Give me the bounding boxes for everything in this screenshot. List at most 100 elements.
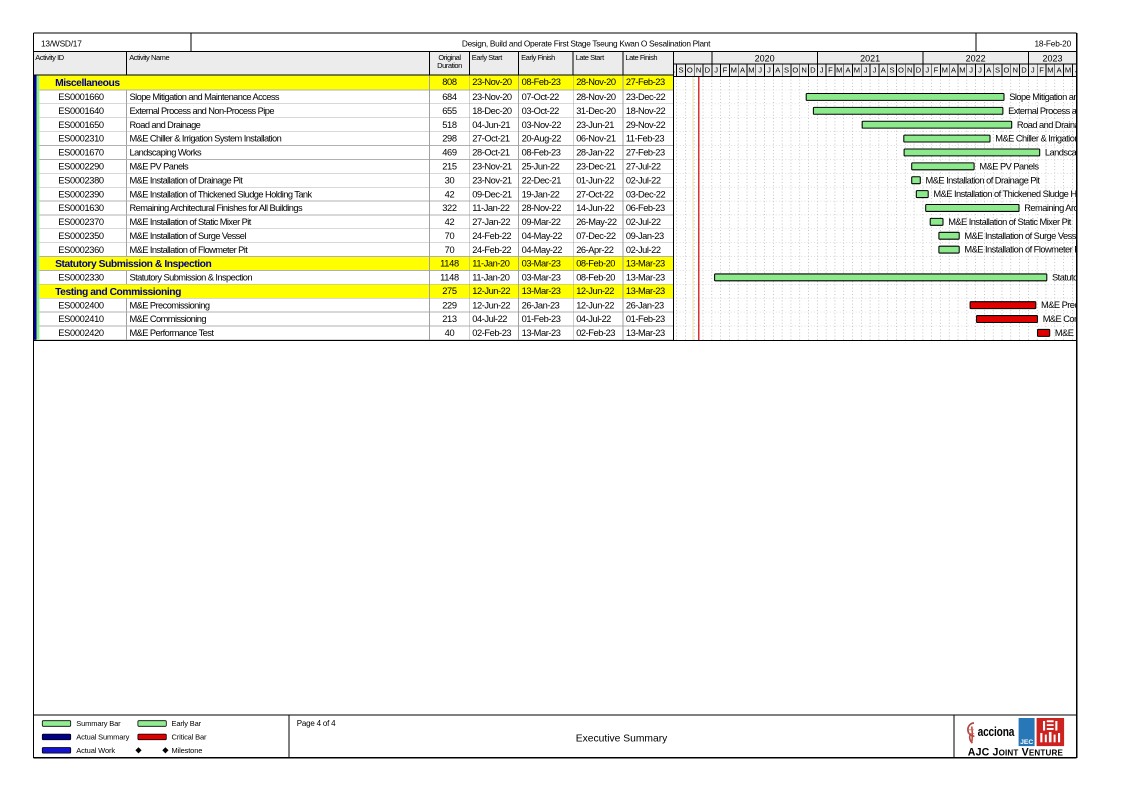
svg-text:42: 42 xyxy=(445,217,455,227)
svg-text:M&E Installation of Thickened: M&E Installation of Thickened Sludge Hol… xyxy=(933,189,1118,199)
svg-text:Slope Mitigation and Maintenan: Slope Mitigation and Maintenance Access xyxy=(1009,92,1134,102)
svg-text:J: J xyxy=(1075,66,1079,75)
svg-text:A: A xyxy=(881,66,887,75)
svg-text:298: 298 xyxy=(442,134,457,144)
svg-text:13-Mar-23: 13-Mar-23 xyxy=(626,273,665,283)
svg-text:13/WSD/17: 13/WSD/17 xyxy=(41,38,82,48)
svg-text:213: 213 xyxy=(442,314,457,324)
svg-text:F: F xyxy=(723,66,728,75)
svg-text:M&E Performance Test: M&E Performance Test xyxy=(1055,328,1134,338)
svg-text:275: 275 xyxy=(442,286,457,296)
svg-text:JEC: JEC xyxy=(1020,739,1033,746)
svg-text:N: N xyxy=(696,66,701,75)
svg-text:M&E Chiller & Irrigation Syste: M&E Chiller & Irrigation System Installa… xyxy=(995,134,1134,144)
svg-text:42: 42 xyxy=(445,189,455,199)
svg-text:ES0002410: ES0002410 xyxy=(58,314,104,324)
svg-text:24-Feb-22: 24-Feb-22 xyxy=(472,245,511,255)
svg-text:Duration: Duration xyxy=(437,61,462,70)
svg-text:ES0001660: ES0001660 xyxy=(58,92,104,102)
svg-text:O: O xyxy=(898,66,904,75)
svg-text:31-Dec-20: 31-Dec-20 xyxy=(576,106,616,116)
svg-text:03-Nov-22: 03-Nov-22 xyxy=(522,120,562,130)
svg-text:26-Jan-23: 26-Jan-23 xyxy=(626,300,664,310)
svg-text:External Process and Non-Proce: External Process and Non-Process Pipe xyxy=(130,106,275,116)
svg-text:2022: 2022 xyxy=(966,53,986,63)
svg-text:Statutory Submission & Inspect: Statutory Submission & Inspection xyxy=(130,273,253,283)
svg-text:J: J xyxy=(873,66,877,75)
svg-text:322: 322 xyxy=(442,203,457,213)
svg-text:Remaining Architectural Finish: Remaining Architectural Finishes for All… xyxy=(130,203,303,213)
svg-text:M&E Precomissioning: M&E Precomissioning xyxy=(1041,300,1122,310)
svg-text:N: N xyxy=(801,66,806,75)
svg-text:Activity ID: Activity ID xyxy=(35,53,64,62)
svg-text:ES0001630: ES0001630 xyxy=(58,203,104,213)
svg-text:684: 684 xyxy=(442,92,457,102)
svg-text:J: J xyxy=(864,66,868,75)
svg-text:D: D xyxy=(1021,66,1027,75)
svg-text:ES0001640: ES0001640 xyxy=(58,106,104,116)
svg-text:Road and Drainage: Road and Drainage xyxy=(1017,120,1089,130)
svg-text:Late Start: Late Start xyxy=(576,53,605,62)
svg-text:08-Feb-20: 08-Feb-20 xyxy=(576,258,615,268)
svg-text:18-Nov-22: 18-Nov-22 xyxy=(626,106,666,116)
svg-text:518: 518 xyxy=(442,120,457,130)
svg-text:M&E Installation of Flowmeter: M&E Installation of Flowmeter Pit xyxy=(964,245,1084,255)
svg-text:28-Nov-20: 28-Nov-20 xyxy=(576,77,616,87)
svg-text:Executive Summary: Executive Summary xyxy=(576,734,668,745)
svg-text:ES0002400: ES0002400 xyxy=(58,300,104,310)
svg-text:Remaining Architectural Finish: Remaining Architectural Finishes for All… xyxy=(1024,203,1134,213)
svg-text:M: M xyxy=(748,66,754,75)
svg-text:12-Jun-22: 12-Jun-22 xyxy=(576,300,614,310)
svg-text:01-Feb-23: 01-Feb-23 xyxy=(522,314,561,324)
svg-text:09-Dec-21: 09-Dec-21 xyxy=(472,189,512,199)
svg-text:M&E Installation of Drainage P: M&E Installation of Drainage Pit xyxy=(130,175,244,185)
svg-text:02-Jul-22: 02-Jul-22 xyxy=(626,175,661,185)
svg-text:Road and Drainage: Road and Drainage xyxy=(130,120,201,130)
svg-text:03-Mar-23: 03-Mar-23 xyxy=(522,273,561,283)
svg-text:J: J xyxy=(978,66,982,75)
svg-text:23-Nov-20: 23-Nov-20 xyxy=(472,77,512,87)
svg-text:Testing and Commissioning: Testing and Commissioning xyxy=(55,287,181,298)
svg-text:Critical Bar: Critical Bar xyxy=(172,733,208,742)
svg-text:12-Jun-22: 12-Jun-22 xyxy=(472,286,510,296)
svg-text:27-Jul-22: 27-Jul-22 xyxy=(626,162,661,172)
svg-text:ES0002350: ES0002350 xyxy=(58,231,104,241)
svg-text:04-Jul-22: 04-Jul-22 xyxy=(472,314,507,324)
svg-text:Slope Mitigation and Maintenan: Slope Mitigation and Maintenance Access xyxy=(130,92,280,102)
svg-text:2021: 2021 xyxy=(860,53,880,63)
svg-text:808: 808 xyxy=(442,77,457,87)
svg-text:O: O xyxy=(687,66,693,75)
svg-text:655: 655 xyxy=(442,106,457,116)
svg-text:25-Jun-22: 25-Jun-22 xyxy=(522,162,560,172)
svg-text:M&E Commissioning: M&E Commissioning xyxy=(130,314,207,324)
svg-text:06-Feb-23: 06-Feb-23 xyxy=(626,203,665,213)
svg-text:215: 215 xyxy=(442,162,457,172)
svg-text:J: J xyxy=(767,66,771,75)
svg-text:M: M xyxy=(731,66,737,75)
svg-text:Page 4 of 4: Page 4 of 4 xyxy=(297,719,336,728)
svg-text:S: S xyxy=(678,66,683,75)
svg-text:M: M xyxy=(959,66,965,75)
svg-text:27-Feb-23: 27-Feb-23 xyxy=(626,77,665,87)
svg-text:M&E Performance Test: M&E Performance Test xyxy=(130,328,215,338)
svg-text:Original: Original xyxy=(438,53,461,62)
svg-text:14-Jun-22: 14-Jun-22 xyxy=(576,203,614,213)
svg-text:ES0002420: ES0002420 xyxy=(58,328,104,338)
svg-text:23-Nov-21: 23-Nov-21 xyxy=(472,175,512,185)
svg-text:24-Feb-22: 24-Feb-22 xyxy=(472,231,511,241)
svg-text:18-Dec-20: 18-Dec-20 xyxy=(472,106,512,116)
svg-text:O: O xyxy=(792,66,798,75)
svg-text:13-Mar-23: 13-Mar-23 xyxy=(626,286,665,296)
svg-text:ES0001650: ES0001650 xyxy=(58,120,104,130)
svg-text:M&E Precomissioning: M&E Precomissioning xyxy=(130,300,210,310)
svg-text:07-Oct-22: 07-Oct-22 xyxy=(522,92,560,102)
svg-text:ES0002390: ES0002390 xyxy=(58,189,104,199)
svg-text:S: S xyxy=(784,66,789,75)
svg-text:Late Finish: Late Finish xyxy=(625,53,657,62)
svg-text:07-Dec-22: 07-Dec-22 xyxy=(576,231,616,241)
svg-text:J: J xyxy=(714,66,718,75)
svg-text:1148: 1148 xyxy=(440,258,459,268)
svg-text:ES0002310: ES0002310 xyxy=(58,134,104,144)
svg-text:22-Dec-21: 22-Dec-21 xyxy=(522,175,562,185)
svg-text:20-Aug-22: 20-Aug-22 xyxy=(522,134,562,144)
